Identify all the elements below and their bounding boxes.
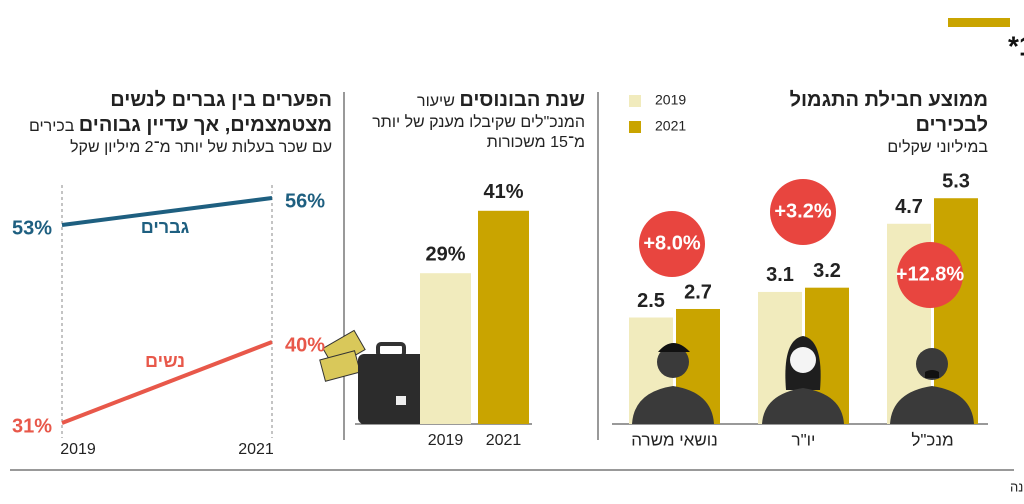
chart-subtitle: שיעור המנכ"לים שקיבלו מענק של יותר מ־15 … bbox=[372, 93, 585, 151]
value-label: 4.7 bbox=[895, 196, 923, 218]
category-label: יו"ר bbox=[792, 430, 816, 449]
value-label: 3.2 bbox=[813, 260, 841, 282]
value-label: 2.5 bbox=[637, 290, 665, 312]
title-accent bbox=[948, 18, 1010, 27]
value-label: 29% bbox=[425, 243, 465, 265]
legend-label: 2019 bbox=[655, 92, 686, 108]
value-label: 5.3 bbox=[942, 171, 970, 193]
value-label: 56% bbox=[285, 190, 325, 212]
chart-subtitle: בכירים עם שכר בעלות של יותר מ־2 מיליון ש… bbox=[28, 118, 332, 156]
change-badge bbox=[770, 179, 836, 245]
change-badge bbox=[639, 211, 705, 277]
x-tick-label: 2021 bbox=[238, 441, 274, 458]
person-icon bbox=[762, 336, 844, 424]
change-label: +8.0% bbox=[643, 232, 700, 254]
value-label: 40% bbox=[285, 334, 325, 356]
change-label: +3.2% bbox=[774, 200, 831, 222]
chart-title: ממוצע חבילת התגמול לבכירים bbox=[789, 89, 988, 136]
value-label: 53% bbox=[12, 217, 52, 239]
series-label: גברים bbox=[141, 217, 190, 237]
bar bbox=[420, 273, 471, 424]
series-label: נשים bbox=[145, 351, 185, 371]
person-icon bbox=[890, 348, 974, 424]
category-label: נושאי משרה bbox=[631, 430, 718, 449]
person-icon bbox=[632, 343, 714, 424]
chart-title: שנת הבונוסים bbox=[459, 89, 585, 111]
value-label: 31% bbox=[12, 415, 52, 437]
chart-heading: שנת הבונוסים שיעור המנכ"לים שקיבלו מענק … bbox=[360, 88, 585, 153]
legend-label: 2021 bbox=[655, 118, 686, 134]
briefcase-icon bbox=[319, 329, 440, 424]
category-label: 2019 bbox=[428, 432, 464, 449]
page-title: מה קרה לשכר הבכירים בחברות ממדד ת"א־125* bbox=[1008, 30, 1024, 61]
bar bbox=[934, 198, 978, 424]
bar bbox=[478, 210, 529, 424]
footnote: *ההשוואה מדלגת על 2020, שנת הקורונה bbox=[1010, 479, 1024, 494]
change-label: +12.8% bbox=[896, 263, 965, 285]
legend-swatch bbox=[629, 121, 641, 133]
chart-subtitle: במיליוני שקלים bbox=[887, 139, 988, 156]
change-badge bbox=[897, 242, 963, 308]
category-label: מנכ"ל bbox=[911, 430, 953, 449]
value-label: 41% bbox=[483, 181, 523, 203]
value-label: 3.1 bbox=[766, 264, 794, 286]
x-tick-label: 2019 bbox=[60, 441, 96, 458]
line bbox=[61, 340, 273, 425]
chart-title: הפערים בין גברים לנשים מצטמצמים, אך עדיי… bbox=[78, 89, 332, 136]
legend-swatch bbox=[629, 95, 641, 107]
chart-heading: הפערים בין גברים לנשים מצטמצמים, אך עדיי… bbox=[7, 88, 332, 158]
value-label: 2.7 bbox=[684, 281, 712, 303]
line bbox=[61, 196, 273, 227]
chart-heading: ממוצע חבילת התגמול לבכירים במיליוני שקלים bbox=[758, 88, 988, 158]
category-label: 2021 bbox=[486, 432, 522, 449]
